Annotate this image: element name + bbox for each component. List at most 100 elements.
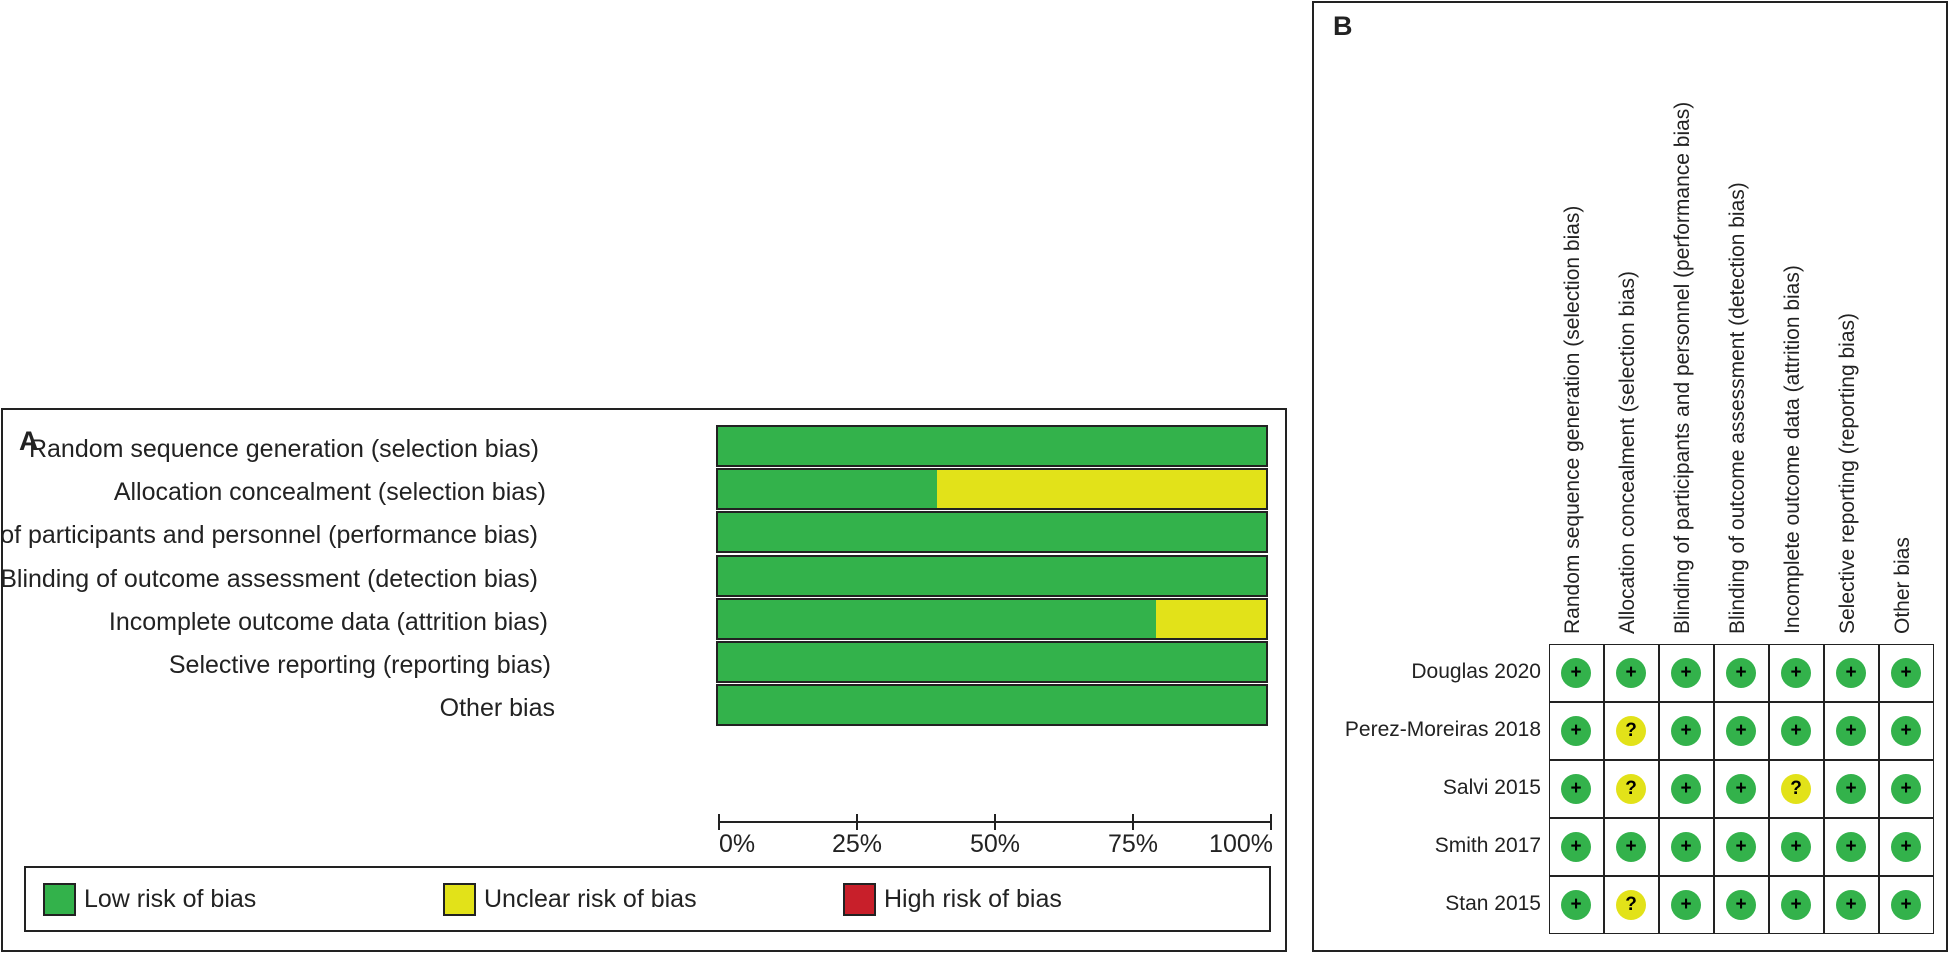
legend-label-high: High risk of bias — [884, 885, 1062, 913]
low-risk-icon: + — [1616, 831, 1646, 862]
bar-segment-low — [718, 470, 938, 509]
unclear-risk-icon: ? — [1616, 889, 1646, 920]
low-risk-icon: + — [1561, 657, 1591, 688]
x-tick-label: 75% — [1107, 830, 1159, 858]
legend-swatch-high — [843, 883, 876, 916]
domain-label: Blinding of participants and personnel (… — [0, 521, 538, 550]
low-risk-icon: + — [1891, 773, 1921, 804]
legend-item-low: Low risk of bias — [43, 883, 256, 916]
judgement-cell: ? — [1604, 876, 1659, 934]
legend-swatch-low — [43, 883, 76, 916]
bar-segment-low — [718, 686, 1266, 725]
unclear-risk-icon: ? — [1616, 773, 1646, 804]
x-axis — [718, 814, 1272, 830]
judgement-cell: + — [1879, 818, 1934, 876]
low-risk-icon: + — [1561, 889, 1591, 920]
low-risk-icon: + — [1836, 773, 1866, 804]
column-header: Incomplete outcome data (attrition bias) — [1781, 265, 1804, 634]
risk-of-bias-summary-table: B Random sequence generation (selection … — [1312, 1, 1948, 952]
low-risk-icon: + — [1561, 831, 1591, 862]
x-tick-label: 0% — [719, 830, 756, 858]
judgement-cell: + — [1824, 818, 1879, 876]
judgement-cell: + — [1824, 760, 1879, 818]
judgement-cell: + — [1714, 876, 1769, 934]
domain-label: Other bias — [439, 694, 555, 723]
unclear-risk-icon: ? — [1781, 773, 1811, 804]
column-header: Blinding of outcome assessment (detectio… — [1726, 182, 1749, 634]
judgement-cell: + — [1714, 760, 1769, 818]
low-risk-icon: + — [1561, 773, 1591, 804]
low-risk-icon: + — [1781, 657, 1811, 688]
legend-item-high: High risk of bias — [843, 883, 1062, 916]
stacked-bar — [716, 468, 1268, 511]
legend-swatch-unclear — [443, 883, 476, 916]
judgement-cell: + — [1604, 644, 1659, 702]
study-label: Perez-Moreiras 2018 — [1344, 718, 1541, 741]
judgement-cell: + — [1549, 702, 1604, 760]
legend-item-unclear: Unclear risk of bias — [443, 883, 697, 916]
judgement-cell: + — [1824, 644, 1879, 702]
low-risk-icon: + — [1726, 657, 1756, 688]
low-risk-icon: + — [1891, 715, 1921, 746]
domain-label: Random sequence generation (selection bi… — [28, 435, 539, 463]
judgement-cell: + — [1549, 644, 1604, 702]
low-risk-icon: + — [1726, 831, 1756, 862]
bar-segment-low — [718, 643, 1266, 681]
stacked-bar — [716, 684, 1268, 727]
judgement-cell: + — [1714, 644, 1769, 702]
judgement-cell: + — [1824, 702, 1879, 760]
judgement-cell: + — [1769, 818, 1824, 876]
judgement-cell: + — [1714, 702, 1769, 760]
panel-a-letter: A — [19, 426, 39, 456]
x-tick-label: 50% — [969, 830, 1021, 858]
low-risk-icon: + — [1616, 657, 1646, 688]
low-risk-icon: + — [1671, 715, 1701, 746]
judgement-cell: + — [1879, 644, 1934, 702]
judgement-cell: + — [1659, 818, 1714, 876]
bar-segment-unclear — [1156, 599, 1266, 638]
judgement-cell: + — [1604, 818, 1659, 876]
judgement-cell: + — [1549, 876, 1604, 934]
domain-label: Incomplete outcome data (attrition bias) — [108, 607, 548, 636]
judgement-cell: + — [1769, 644, 1824, 702]
low-risk-icon: + — [1781, 715, 1811, 746]
judgement-cell: + — [1769, 702, 1824, 760]
judgement-cell: + — [1549, 760, 1604, 818]
judgement-cell: ? — [1604, 760, 1659, 818]
study-label: Smith 2017 — [1434, 834, 1541, 857]
judgement-cell: + — [1659, 702, 1714, 760]
domain-label: Blinding of outcome assessment (detectio… — [0, 564, 538, 593]
low-risk-icon: + — [1781, 889, 1811, 920]
legend-label-unclear: Unclear risk of bias — [484, 885, 697, 913]
low-risk-icon: + — [1726, 889, 1756, 920]
x-tick-label: 100% — [1209, 830, 1273, 858]
legend: Low risk of bias Unclear risk of bias Hi… — [24, 866, 1271, 932]
judgement-cell: + — [1714, 818, 1769, 876]
judgement-cell: + — [1824, 876, 1879, 934]
judgement-cell: + — [1879, 760, 1934, 818]
judgement-cell: + — [1879, 702, 1934, 760]
legend-label-low: Low risk of bias — [84, 885, 257, 913]
low-risk-icon: + — [1561, 715, 1591, 746]
study-label: Stan 2015 — [1445, 892, 1541, 915]
bar-segment-low — [718, 427, 1266, 465]
judgement-cell: + — [1659, 760, 1714, 818]
domain-label: Selective reporting (reporting bias) — [168, 651, 551, 679]
judgement-cell: + — [1879, 876, 1934, 934]
low-risk-icon: + — [1671, 657, 1701, 688]
stacked-bar — [716, 597, 1268, 640]
column-header: Other bias — [1891, 537, 1914, 634]
low-risk-icon: + — [1836, 831, 1866, 862]
panel-b-letter: B — [1333, 11, 1353, 41]
stacked-bar — [716, 554, 1268, 597]
column-header: Allocation concealment (selection bias) — [1616, 270, 1639, 634]
low-risk-icon: + — [1781, 831, 1811, 862]
bar-segment-low — [718, 556, 1266, 595]
risk-of-bias-summary-graph: A Random sequence generation (selection … — [0, 408, 1287, 952]
x-tick-label: 25% — [831, 830, 883, 858]
stacked-bar — [716, 641, 1268, 683]
low-risk-icon: + — [1726, 715, 1756, 746]
domain-label: Allocation concealment (selection bias) — [113, 478, 546, 507]
column-header: Blinding of participants and personnel (… — [1671, 101, 1694, 634]
stacked-bar — [716, 425, 1268, 467]
